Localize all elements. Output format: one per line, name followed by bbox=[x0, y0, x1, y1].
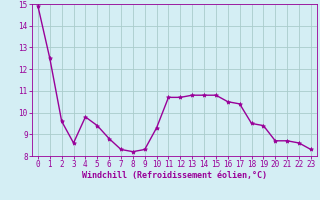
X-axis label: Windchill (Refroidissement éolien,°C): Windchill (Refroidissement éolien,°C) bbox=[82, 171, 267, 180]
